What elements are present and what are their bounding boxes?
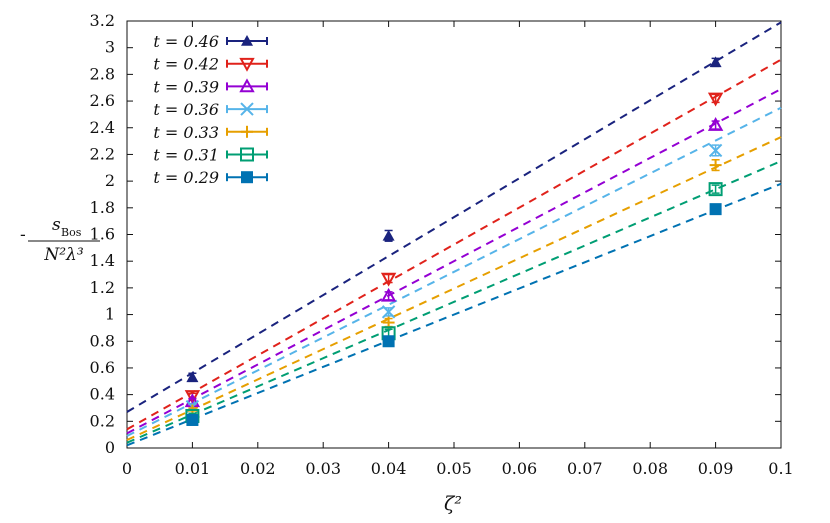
y-tick-label: 2.2 xyxy=(90,144,115,163)
y-tick-label: 2 xyxy=(105,171,115,190)
legend-marker xyxy=(239,57,255,72)
x-tick-label: 0.07 xyxy=(567,459,603,478)
x-tick-label: 0.06 xyxy=(502,459,538,478)
x-tick-label: 0.04 xyxy=(371,459,407,478)
fit-line xyxy=(126,136,782,441)
data-point xyxy=(380,272,397,287)
legend-label: t = 0.31 xyxy=(153,146,219,165)
legend-marker xyxy=(239,78,255,93)
data-point xyxy=(709,203,722,216)
y-tick-label: 1.2 xyxy=(90,278,115,297)
x-axis-label: ζ² xyxy=(444,493,462,515)
data-point xyxy=(708,182,723,197)
x-tick-label: 0.02 xyxy=(240,459,276,478)
x-tick-label: 0.09 xyxy=(698,459,734,478)
y-tick-label: 1.4 xyxy=(90,251,115,270)
data-point-shape xyxy=(186,413,199,426)
fit-line xyxy=(126,182,782,447)
data-point xyxy=(709,159,722,172)
y-tick-label: 2.4 xyxy=(90,118,115,137)
data-point-shape xyxy=(707,92,724,107)
y-tick-label: 0.4 xyxy=(90,385,115,404)
legend-marker xyxy=(241,171,253,184)
axis-ticks: 0 0.01 0.02 0.03 0.04 0.05 0.06 0.07 0.08 0.09 0.1… xyxy=(90,11,794,478)
data-point xyxy=(707,117,724,131)
y-axis-label-denominator: N²λ³ xyxy=(43,245,83,265)
legend-label: t = 0.33 xyxy=(153,123,219,142)
fit-line xyxy=(126,58,782,431)
legend-label: t = 0.29 xyxy=(153,168,219,187)
data-point xyxy=(709,56,722,68)
x-tick-label: 0 xyxy=(122,459,132,478)
axis-labels: ζ² - s Bos N²λ³ xyxy=(20,215,462,515)
fit-line xyxy=(126,88,782,435)
y-tick-label: 0.2 xyxy=(90,411,115,430)
legend-marker-shape xyxy=(241,171,253,184)
y-tick-label: 1 xyxy=(105,305,115,324)
legend-marker xyxy=(241,35,253,46)
legend-label: t = 0.46 xyxy=(153,32,219,51)
data-point xyxy=(381,305,396,319)
data-point xyxy=(707,92,724,107)
data-point-shape xyxy=(708,182,723,197)
legend-marker-shape xyxy=(239,78,255,93)
x-tick-label: 0.03 xyxy=(305,459,341,478)
data-point-shape xyxy=(382,335,395,348)
data-point-shape xyxy=(709,203,722,216)
data-point-shape xyxy=(186,371,199,383)
data-point xyxy=(382,335,395,348)
x-tick-label: 0.01 xyxy=(175,459,211,478)
x-tick-label: 0.05 xyxy=(436,459,472,478)
data-point-shape xyxy=(382,229,395,241)
fit-line xyxy=(126,21,782,413)
legend-marker-shape xyxy=(240,147,254,162)
legend-marker-shape xyxy=(239,57,255,72)
legend-marker-stroke xyxy=(240,102,254,116)
data-point-stroke xyxy=(708,143,723,158)
data-point-shape xyxy=(380,272,397,287)
y-axis-label-subscript: Bos xyxy=(61,226,82,239)
legend-marker-shape xyxy=(241,35,253,46)
x-tick-label: 0.1 xyxy=(768,459,793,478)
y-tick-label: 2.6 xyxy=(90,91,115,110)
data-point-shape xyxy=(707,117,724,131)
y-axis-label-prefix: - xyxy=(20,225,26,245)
fit-line xyxy=(126,160,782,444)
y-tick-label: 0 xyxy=(105,438,115,457)
legend: t = 0.46 t = 0.42 t = 0.39 t = 0.36 t = 0.33… xyxy=(153,32,268,187)
data-point-stroke xyxy=(381,305,396,319)
y-tick-label: 2.8 xyxy=(90,64,115,83)
data-point-shape xyxy=(709,56,722,68)
plot-border xyxy=(126,20,782,449)
data-points xyxy=(184,56,724,426)
data-point-shape xyxy=(184,390,201,405)
fit-lines xyxy=(126,21,782,447)
y-axis-label-numerator: s xyxy=(52,215,61,235)
data-point xyxy=(184,390,201,405)
legend-label: t = 0.39 xyxy=(153,77,219,96)
legend-label: t = 0.36 xyxy=(153,100,219,119)
data-point-shape xyxy=(380,287,397,302)
legend-marker xyxy=(240,102,254,116)
y-tick-label: 1.6 xyxy=(90,225,115,244)
fit-line xyxy=(126,106,782,437)
data-point xyxy=(186,371,199,383)
legend-label: t = 0.42 xyxy=(153,55,219,74)
y-tick-label: 0.8 xyxy=(90,331,115,350)
y-tick-label: 3.2 xyxy=(90,11,115,30)
legend-marker xyxy=(241,125,253,138)
y-tick-label: 1.8 xyxy=(90,198,115,217)
data-point xyxy=(186,413,199,426)
legend-marker xyxy=(240,147,254,162)
y-axis-label: - s Bos N²λ³ xyxy=(20,215,100,265)
plot-frame xyxy=(126,20,782,449)
y-tick-label: 3 xyxy=(105,38,115,57)
data-point xyxy=(382,229,395,241)
x-tick-label: 0.08 xyxy=(632,459,668,478)
data-point xyxy=(708,143,723,158)
data-point xyxy=(380,287,397,302)
y-tick-label: 0.6 xyxy=(90,358,115,377)
